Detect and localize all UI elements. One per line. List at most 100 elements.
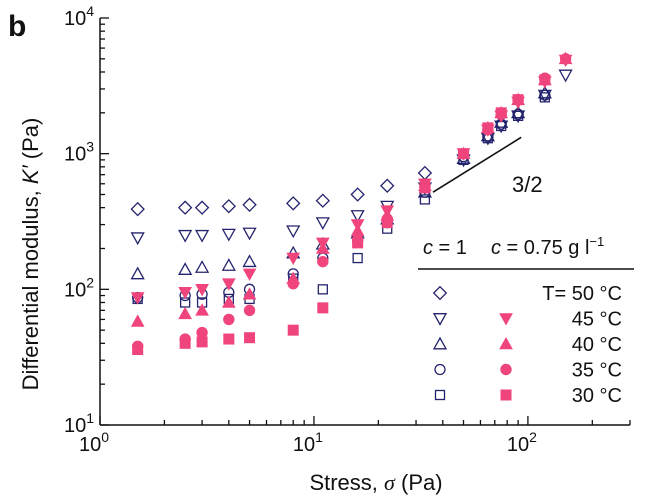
legend-row: 45 °C <box>432 309 622 331</box>
x-tick-label: 101 <box>293 429 323 456</box>
data-point <box>130 232 145 246</box>
data-point <box>244 332 256 344</box>
data-point <box>380 178 395 193</box>
data-point <box>196 336 208 348</box>
y-axis-label-unit: (Pa) <box>18 118 43 166</box>
data-point <box>317 255 329 268</box>
legend-label: 35 °C <box>572 360 622 382</box>
data-point <box>350 210 365 223</box>
data-point <box>458 148 470 160</box>
data-point <box>512 94 524 106</box>
y-axis-label: Differential modulus, K′ (Pa) <box>18 118 43 391</box>
legend-row: 40 °C <box>432 334 622 356</box>
data-point <box>480 128 495 142</box>
data-point <box>315 241 330 254</box>
data-point <box>195 303 209 316</box>
legend: c = 1 c = 0.75 g l−1 T= 50 °C 45 °C 40 °C 3… <box>418 234 634 407</box>
data-point <box>287 324 299 336</box>
data-point <box>352 252 363 264</box>
legend-filled-marker <box>500 363 512 376</box>
data-point <box>196 326 208 339</box>
data-point <box>194 260 210 273</box>
data-point <box>381 217 393 229</box>
data-point <box>194 229 210 243</box>
slope-label: 3/2 <box>512 172 543 197</box>
data-point <box>221 198 237 214</box>
data-markers <box>130 51 573 356</box>
legend-row: T= 50 °C <box>432 283 622 305</box>
data-point <box>221 258 236 271</box>
data-point <box>419 194 431 205</box>
data-point <box>511 105 526 119</box>
x-axis-label: Stress, σ (Pa) <box>309 470 442 495</box>
legend-rows: T= 50 °C 45 °C 40 °C 35 °C 30 °C <box>432 283 622 407</box>
legend-filled-marker <box>499 313 513 326</box>
data-point <box>315 193 331 208</box>
y-tick-label: 101 <box>64 410 94 437</box>
data-point <box>286 252 301 266</box>
slope-line <box>432 136 522 193</box>
y-tick-label: 103 <box>64 139 94 166</box>
data-point <box>559 53 572 65</box>
data-point <box>242 197 257 212</box>
legend-label: 30 °C <box>572 385 622 407</box>
data-point <box>195 284 209 297</box>
legend-row: 30 °C <box>434 385 622 407</box>
x-tick-label: 102 <box>507 429 537 456</box>
legend-header-right: c = 0.75 g l−1 <box>491 234 604 259</box>
data-point <box>221 295 236 308</box>
data-point <box>419 182 431 194</box>
legend-header-left: c = 1 <box>423 237 467 259</box>
data-point <box>178 229 193 243</box>
legend-open-marker <box>432 336 448 350</box>
data-point <box>286 225 301 239</box>
x-axis-label-symbol: σ <box>384 470 396 495</box>
data-point <box>130 201 145 217</box>
x-axis-label-main: Stress, <box>309 470 384 495</box>
data-point <box>350 187 365 202</box>
legend-filled-marker <box>499 336 513 350</box>
data-point <box>286 196 301 211</box>
data-point <box>317 284 328 295</box>
data-point <box>352 237 364 249</box>
data-point <box>178 262 193 275</box>
series-triangle-down-filled <box>130 54 573 305</box>
data-point <box>539 74 551 86</box>
data-point <box>177 200 193 215</box>
data-point <box>130 266 145 280</box>
legend-open-marker <box>434 389 446 401</box>
data-point <box>242 287 257 300</box>
panel-label: b <box>8 10 26 43</box>
data-point <box>194 200 210 215</box>
data-point <box>223 313 235 326</box>
data-point <box>130 314 145 327</box>
y-tick-label: 104 <box>64 3 94 30</box>
data-point <box>242 227 257 241</box>
legend-row: 35 °C <box>434 360 622 382</box>
x-tick-label: 100 <box>79 429 109 456</box>
data-point <box>178 306 192 320</box>
data-point <box>482 122 494 134</box>
data-point <box>132 344 144 356</box>
y-axis-label-main: Differential modulus, <box>18 184 43 390</box>
x-axis-label-unit: (Pa) <box>395 470 443 495</box>
series-triangle-up-open <box>130 85 552 280</box>
data-point <box>317 302 329 314</box>
series-square-filled <box>132 74 551 356</box>
y-axis-label-symbol: K′ <box>18 164 43 184</box>
data-point <box>417 165 433 181</box>
legend-open-marker <box>434 363 446 376</box>
data-point <box>558 69 573 83</box>
legend-label: 40 °C <box>572 334 622 356</box>
data-point <box>512 110 524 121</box>
y-tick-label: 102 <box>64 274 94 301</box>
series-triangle-down-open <box>130 69 573 246</box>
data-point <box>179 337 191 349</box>
series-diamond-open <box>130 165 433 217</box>
data-point <box>495 107 507 119</box>
data-point <box>221 228 236 242</box>
legend-open-marker <box>432 285 448 301</box>
data-point <box>315 217 330 231</box>
